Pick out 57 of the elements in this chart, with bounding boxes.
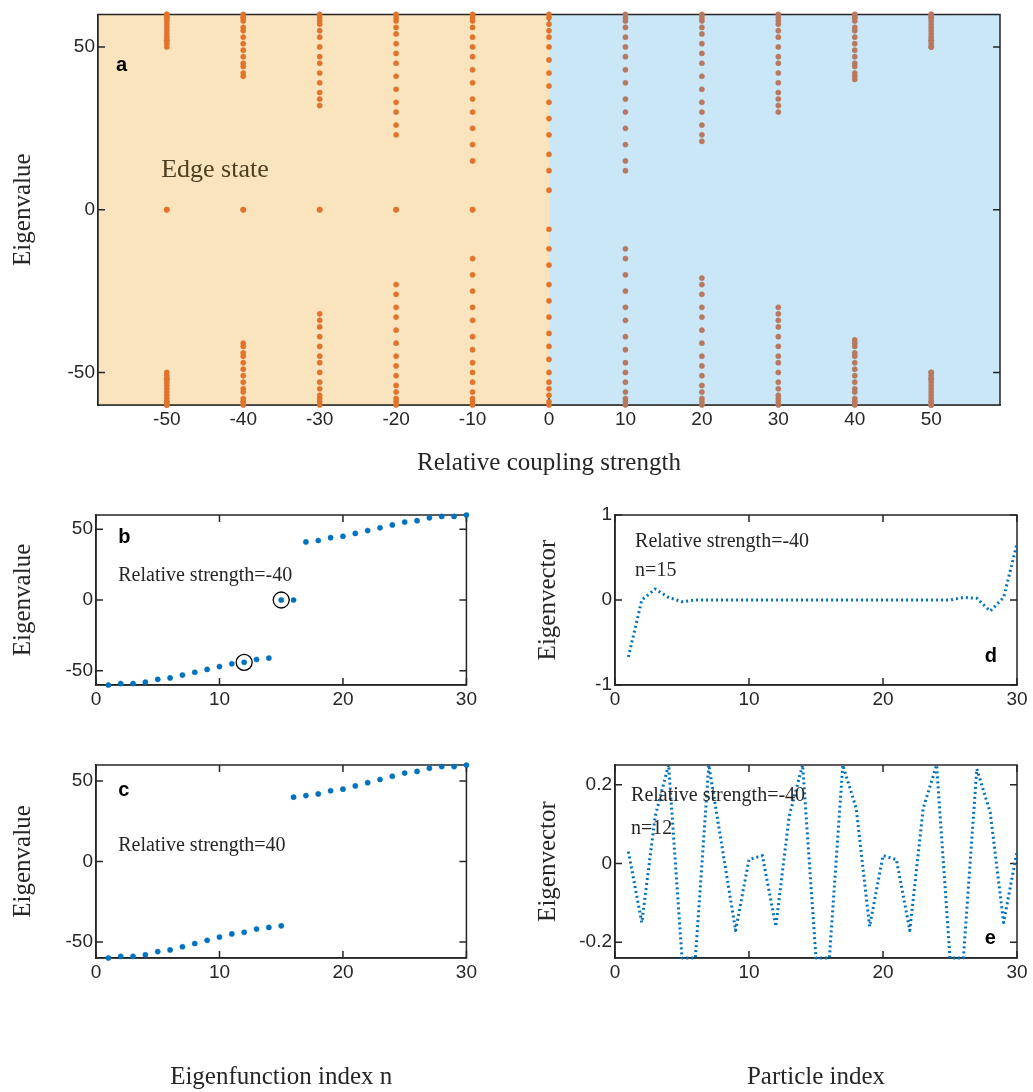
y-tick-label: 0 bbox=[84, 197, 95, 219]
y-axis-title: Eigenvalue bbox=[7, 805, 35, 918]
x-tick-label: 10 bbox=[208, 687, 231, 709]
x-tick-label: 30 bbox=[1006, 960, 1028, 982]
x-tick-label: 20 bbox=[872, 960, 894, 982]
y-axis-title: Eigenvector bbox=[532, 538, 560, 661]
x-tick-label: 0 bbox=[543, 407, 555, 429]
x-tick-label: 30 bbox=[455, 687, 477, 709]
x-axis-title: Relative coupling strength bbox=[417, 447, 682, 475]
annotation: c bbox=[118, 777, 130, 800]
y-tick-label: -50 bbox=[67, 360, 95, 382]
y-tick-label: -50 bbox=[65, 659, 93, 681]
y-tick-label: -50 bbox=[65, 930, 93, 952]
annotation: n=12 bbox=[631, 815, 673, 838]
x-tick-label: -30 bbox=[305, 407, 334, 429]
y-tick-label: 0 bbox=[601, 588, 612, 610]
x-tick-label: 50 bbox=[920, 407, 942, 429]
annotation: n=15 bbox=[635, 558, 677, 581]
x-tick-label: -40 bbox=[229, 407, 257, 429]
x-axis-title: Particle index bbox=[746, 1061, 886, 1089]
y-tick-label: 50 bbox=[71, 517, 93, 539]
annotation: Relative strength=40 bbox=[118, 833, 286, 857]
x-tick-label: 30 bbox=[767, 407, 789, 429]
x-tick-label: 20 bbox=[332, 687, 354, 709]
x-tick-label: 20 bbox=[691, 407, 713, 429]
x-tick-label: 30 bbox=[455, 960, 477, 982]
annotation: b bbox=[118, 524, 131, 547]
x-tick-label: 10 bbox=[738, 960, 760, 982]
annotation: Edge state bbox=[161, 154, 269, 184]
y-tick-label: 0.2 bbox=[585, 772, 612, 794]
annotation: Relative strength=-40 bbox=[635, 529, 810, 553]
y-tick-label: 0 bbox=[601, 851, 612, 873]
x-tick-label: 20 bbox=[872, 687, 894, 709]
y-tick-label: 1 bbox=[601, 503, 612, 525]
x-tick-label: 10 bbox=[614, 407, 637, 429]
x-axis-title: Eigenfunction index n bbox=[170, 1061, 393, 1089]
x-tick-label: -10 bbox=[458, 407, 487, 429]
y-tick-label: 0 bbox=[82, 849, 93, 871]
x-tick-label: 10 bbox=[208, 960, 231, 982]
x-tick-label: 20 bbox=[332, 960, 354, 982]
x-tick-label: 30 bbox=[1006, 687, 1028, 709]
y-tick-label: -1 bbox=[595, 673, 612, 695]
x-tick-label: -50 bbox=[153, 407, 181, 429]
x-tick-label: 10 bbox=[738, 687, 760, 709]
x-tick-label: 40 bbox=[844, 407, 866, 429]
y-tick-label: -0.2 bbox=[579, 930, 612, 952]
y-tick-label: 50 bbox=[73, 35, 95, 57]
y-tick-label: 0 bbox=[82, 588, 93, 610]
y-axis-title: Eigenvector bbox=[532, 800, 560, 922]
annotation: d bbox=[984, 643, 998, 666]
annotation: e bbox=[984, 926, 996, 949]
y-tick-label: 50 bbox=[71, 769, 93, 791]
annotation: a bbox=[116, 52, 129, 75]
x-tick-label: -20 bbox=[382, 407, 410, 429]
annotation: Relative strength=-40 bbox=[118, 563, 293, 587]
y-axis-title: Eigenvalue bbox=[7, 153, 35, 266]
y-axis-title: Eigenvalue bbox=[7, 543, 35, 657]
